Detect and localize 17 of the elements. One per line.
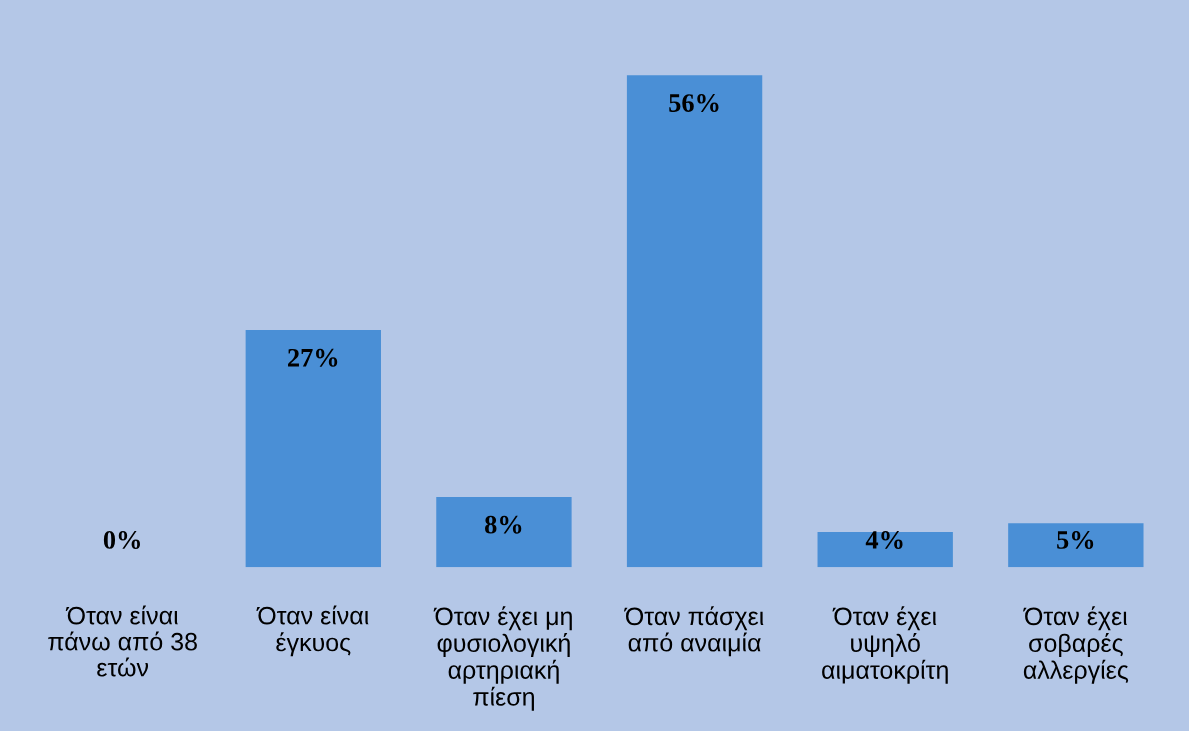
x-tick-label: Όταν έχει σοβαρές αλλεργίες — [1023, 606, 1129, 684]
bar — [817, 532, 953, 568]
x-tick-label: Όταν είναι πάνω από 38 ετών — [48, 605, 197, 677]
bar — [626, 75, 763, 568]
data-label: 8% — [485, 515, 522, 534]
x-tick-label: Όταν πάσχει από αναιμία — [624, 606, 764, 657]
bar — [245, 330, 381, 568]
data-label: 0% — [103, 531, 140, 549]
data-label: 4% — [865, 531, 903, 549]
x-tick-label: Όταν έχει μη φυσιολογική αρτηριακή πίεση — [433, 606, 572, 711]
bar — [436, 496, 572, 568]
data-label: 27% — [288, 348, 338, 367]
data-label: 5% — [1057, 531, 1094, 549]
x-tick-label: Όταν έχει υψηλό αιματοκρίτη — [822, 606, 948, 684]
bar — [1008, 523, 1144, 568]
data-label: 56% — [669, 94, 719, 112]
x-tick-label: Όταν είναι έγκυος — [256, 605, 369, 657]
